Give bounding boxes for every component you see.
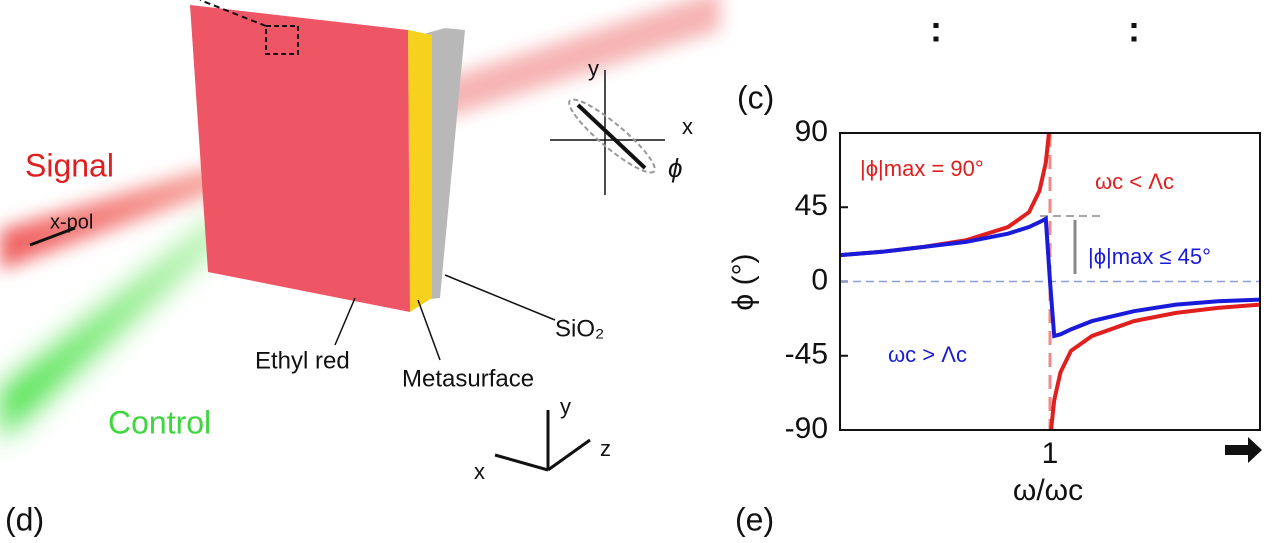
panel-label: (c)	[737, 79, 774, 115]
leader	[334, 297, 356, 346]
diagram: Signal x-pol Control Ethyl red Metasurfa…	[0, 0, 1140, 537]
leader	[417, 299, 441, 361]
axis-arrow	[547, 438, 591, 472]
label: z	[600, 436, 611, 461]
y-tick-label: 90	[795, 115, 828, 148]
axis-arrow	[494, 453, 549, 472]
dots: :	[1128, 9, 1140, 50]
label: SiO₂	[555, 315, 604, 342]
y-tick-label: 45	[795, 189, 828, 222]
arrow	[1225, 437, 1262, 463]
label: y	[560, 394, 571, 419]
panel-label: (d)	[5, 501, 44, 537]
metasurface-layer	[408, 30, 432, 312]
label: Ethyl red	[255, 347, 350, 374]
label: ϕ	[668, 153, 682, 183]
unit-cell-box	[265, 25, 299, 55]
label: Control	[108, 404, 211, 440]
curve	[840, 215, 1260, 339]
x-axis-label: ω/ωc	[1013, 474, 1083, 507]
chart: (c) ω/ωc ϕ (°) |ϕ|max = 90° ωc < Λc |ϕ|m…	[727, 79, 1262, 507]
label: y	[588, 56, 599, 81]
leader	[444, 274, 556, 321]
dots: :	[930, 9, 942, 50]
panel-label: (e)	[735, 501, 774, 537]
pol-ellipse	[568, 98, 656, 174]
y-tick-label: -45	[785, 338, 828, 371]
label: x	[474, 459, 485, 484]
annotation: |ϕ|max ≤ 45°	[1088, 244, 1211, 269]
y-tick-label: 0	[811, 263, 828, 296]
y-tick-label: -90	[785, 412, 828, 445]
label: x	[682, 114, 693, 139]
annotation: ωc < Λc	[1095, 169, 1174, 194]
annotation: |ϕ|max = 90°	[860, 156, 984, 181]
annotation: ωc > Λc	[888, 342, 967, 367]
output-beam	[440, 0, 720, 120]
label: Metasurface	[402, 365, 534, 392]
zoom-line	[199, 0, 267, 27]
plot-frame	[839, 132, 1261, 431]
y-axis-label: ϕ (°)	[727, 253, 760, 310]
pol-arrow	[29, 226, 76, 247]
label: x-pol	[50, 211, 93, 233]
pol-arrow	[576, 103, 647, 170]
ethyl-red-layer	[190, 5, 410, 312]
label: Signal	[25, 147, 114, 183]
x-tick-label: 1	[1042, 437, 1059, 470]
